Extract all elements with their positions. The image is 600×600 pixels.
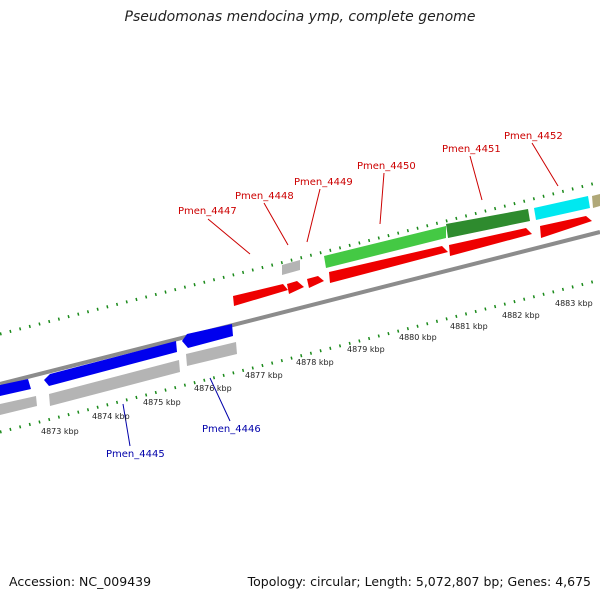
kbp-label: 4879 kbp bbox=[347, 345, 385, 354]
kbp-scale-labels: 4873 kbp 4874 kbp 4875 kbp 4876 kbp 4877… bbox=[41, 299, 593, 436]
feature-green-4450-span[interactable] bbox=[324, 226, 446, 268]
gene-pmen-4452-arrow[interactable] bbox=[540, 216, 592, 238]
kbp-label: 4880 kbp bbox=[399, 333, 437, 342]
feature-grey-d[interactable] bbox=[186, 342, 237, 366]
feature-grey-b[interactable] bbox=[0, 396, 37, 415]
genome-backbone bbox=[0, 230, 600, 386]
gene-pmen-4449-arrow[interactable] bbox=[307, 276, 324, 288]
kbp-label: 4881 kbp bbox=[450, 322, 488, 331]
forward-gene-labels: Pmen_4447 Pmen_4448 Pmen_4449 Pmen_4450 … bbox=[178, 131, 563, 217]
leader-pmen-4448 bbox=[263, 202, 289, 246]
label-pmen-4447[interactable]: Pmen_4447 bbox=[178, 206, 237, 217]
leader-pmen-4449 bbox=[306, 188, 321, 243]
feature-cyan[interactable] bbox=[534, 196, 590, 220]
label-pmen-4446[interactable]: Pmen_4446 bbox=[202, 424, 261, 435]
gene-pmen-4445-arrow[interactable] bbox=[44, 341, 177, 386]
kbp-label: 4877 kbp bbox=[245, 371, 283, 380]
accession-text: Accession: NC_009439 bbox=[9, 574, 152, 589]
leader-pmen-4452 bbox=[531, 142, 559, 187]
gene-reverse-partial-arrow[interactable] bbox=[0, 379, 31, 396]
reverse-leader-lines bbox=[122, 377, 231, 447]
reverse-genes bbox=[0, 324, 233, 396]
gene-pmen-4446-arrow[interactable] bbox=[182, 324, 233, 348]
gene-pmen-4447-arrow[interactable] bbox=[233, 284, 288, 306]
forward-feature-track bbox=[282, 194, 600, 275]
inner-tick-track bbox=[0, 278, 600, 434]
kbp-label: 4882 kbp bbox=[502, 311, 540, 320]
label-pmen-4445[interactable]: Pmen_4445 bbox=[106, 449, 165, 460]
feature-grey-c[interactable] bbox=[49, 360, 180, 406]
reverse-grey-features bbox=[0, 342, 237, 415]
leader-pmen-4447 bbox=[207, 218, 251, 255]
label-pmen-4450[interactable]: Pmen_4450 bbox=[357, 161, 416, 172]
feature-grey-a[interactable] bbox=[282, 260, 300, 275]
kbp-label: 4883 kbp bbox=[555, 299, 593, 308]
feature-olive[interactable] bbox=[592, 194, 600, 208]
kbp-label: 4873 kbp bbox=[41, 427, 79, 436]
label-pmen-4449[interactable]: Pmen_4449 bbox=[294, 177, 353, 188]
label-pmen-4452[interactable]: Pmen_4452 bbox=[504, 131, 563, 142]
forward-genes bbox=[233, 216, 592, 306]
leader-pmen-4446 bbox=[209, 377, 231, 422]
gene-pmen-4448-arrow[interactable] bbox=[287, 281, 304, 294]
kbp-label: 4875 kbp bbox=[143, 398, 181, 407]
kbp-label: 4878 kbp bbox=[296, 358, 334, 367]
label-pmen-4448[interactable]: Pmen_4448 bbox=[235, 191, 294, 202]
kbp-label: 4874 kbp bbox=[92, 412, 130, 421]
kbp-label: 4876 kbp bbox=[194, 384, 232, 393]
label-pmen-4451[interactable]: Pmen_4451 bbox=[442, 144, 501, 155]
gene-pmen-4450-arrow[interactable] bbox=[329, 246, 448, 283]
forward-leader-lines bbox=[207, 142, 559, 255]
feature-green-4451-span[interactable] bbox=[446, 209, 530, 238]
genome-summary-text: Topology: circular; Length: 5,072,807 bp… bbox=[247, 574, 591, 589]
genome-title: Pseudomonas mendocina ymp, complete geno… bbox=[124, 9, 476, 25]
leader-pmen-4445 bbox=[122, 403, 131, 447]
leader-pmen-4451 bbox=[469, 155, 483, 201]
leader-pmen-4450 bbox=[379, 172, 385, 225]
gene-pmen-4451-arrow[interactable] bbox=[449, 228, 532, 256]
reverse-gene-labels: Pmen_4445 Pmen_4446 bbox=[106, 424, 261, 460]
